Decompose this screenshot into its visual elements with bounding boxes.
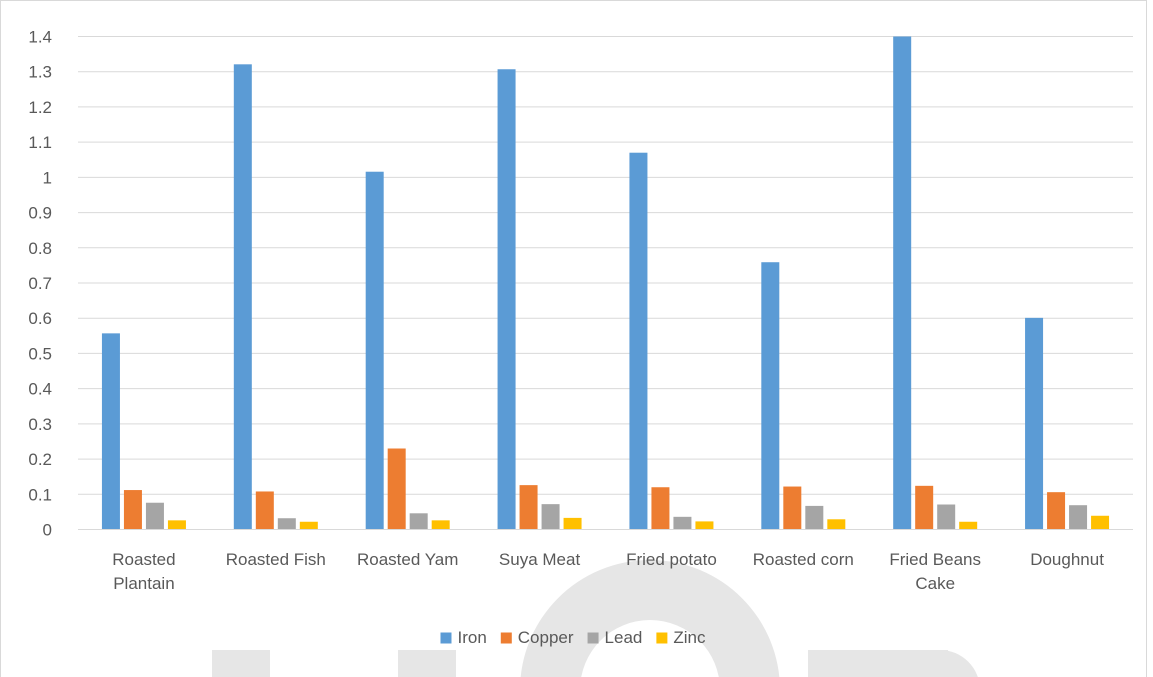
legend-label: Iron [457,628,486,647]
y-tick-label: 1.1 [28,133,52,152]
category-label: Roasted corn [753,550,854,569]
bar-copper-0 [123,490,142,530]
bar-lead-3 [541,504,560,530]
bar-iron-1 [233,64,252,530]
bar-lead-2 [409,513,428,530]
y-axis-tick-labels: 0 0.1 0.2 0.3 0.4 0.5 0.6 0.7 0.8 0.9 1 1.1 1.2 1.3 1.… [28,28,52,540]
bar-zinc-5 [827,519,846,530]
bar-copper-6 [915,485,934,530]
legend-label: Zinc [673,628,706,647]
category-label: Plantain [113,574,174,593]
y-tick-label: 0.6 [28,309,52,328]
category-label: Roasted Yam [357,550,458,569]
bar-copper-2 [387,448,406,530]
y-tick-label: 0 [43,521,52,540]
bar-lead-7 [1069,505,1088,530]
bar-iron-7 [1025,317,1044,530]
category-label: Suya Meat [499,550,581,569]
y-tick-label: 0.5 [28,344,52,363]
y-tick-label: 0.4 [28,380,52,399]
x-axis-category-labels: Roasted Plantain Roasted Fish Roasted Yam Su… [112,550,1104,593]
y-tick-label: 1 [43,168,52,187]
legend-label: Lead [605,628,643,647]
category-label: Roasted Fish [226,550,326,569]
y-tick-label: 0.8 [28,239,52,258]
category-label: Cake [915,574,955,593]
legend-swatch-iron [440,632,452,644]
watermark [212,560,978,677]
legend: Iron Copper Lead Zinc [440,628,706,647]
bar-zinc-7 [1091,515,1110,530]
bar-iron-5 [761,262,780,530]
bar-copper-4 [651,487,670,530]
legend-swatch-lead [587,632,599,644]
legend-swatch-zinc [656,632,668,644]
gridlines [78,36,1133,495]
bar-lead-1 [277,518,296,530]
bar-copper-1 [255,491,274,530]
legend-label: Copper [518,628,574,647]
bar-lead-6 [937,504,956,530]
y-tick-label: 0.3 [28,415,52,434]
bar-iron-2 [365,171,384,530]
bar-zinc-6 [959,521,978,530]
legend-swatch-copper [500,632,512,644]
bar-lead-4 [673,516,692,530]
bar-zinc-0 [167,520,186,530]
bars [101,36,1110,530]
y-tick-label: 1.2 [28,98,52,117]
y-tick-label: 0.2 [28,450,52,469]
bar-copper-3 [519,485,538,530]
y-tick-label: 0.9 [28,204,52,223]
y-tick-label: 1.4 [28,28,52,47]
bar-iron-6 [893,36,912,530]
category-label: Fried potato [626,550,717,569]
category-label: Fried Beans [889,550,981,569]
y-tick-label: 1.3 [28,63,52,82]
y-tick-label: 0.7 [28,274,52,293]
bar-copper-7 [1047,492,1066,530]
bar-copper-5 [783,486,802,530]
bar-lead-0 [145,502,164,530]
bar-zinc-3 [563,517,582,530]
bar-iron-0 [101,333,120,530]
bar-iron-4 [629,152,648,530]
category-label: Roasted [112,550,175,569]
bar-lead-5 [805,505,824,530]
bar-zinc-4 [695,521,714,530]
category-label: Doughnut [1030,550,1104,569]
y-tick-label: 0.1 [28,485,52,504]
bar-zinc-1 [299,521,318,530]
bar-iron-3 [497,69,516,530]
bar-zinc-2 [431,520,450,530]
